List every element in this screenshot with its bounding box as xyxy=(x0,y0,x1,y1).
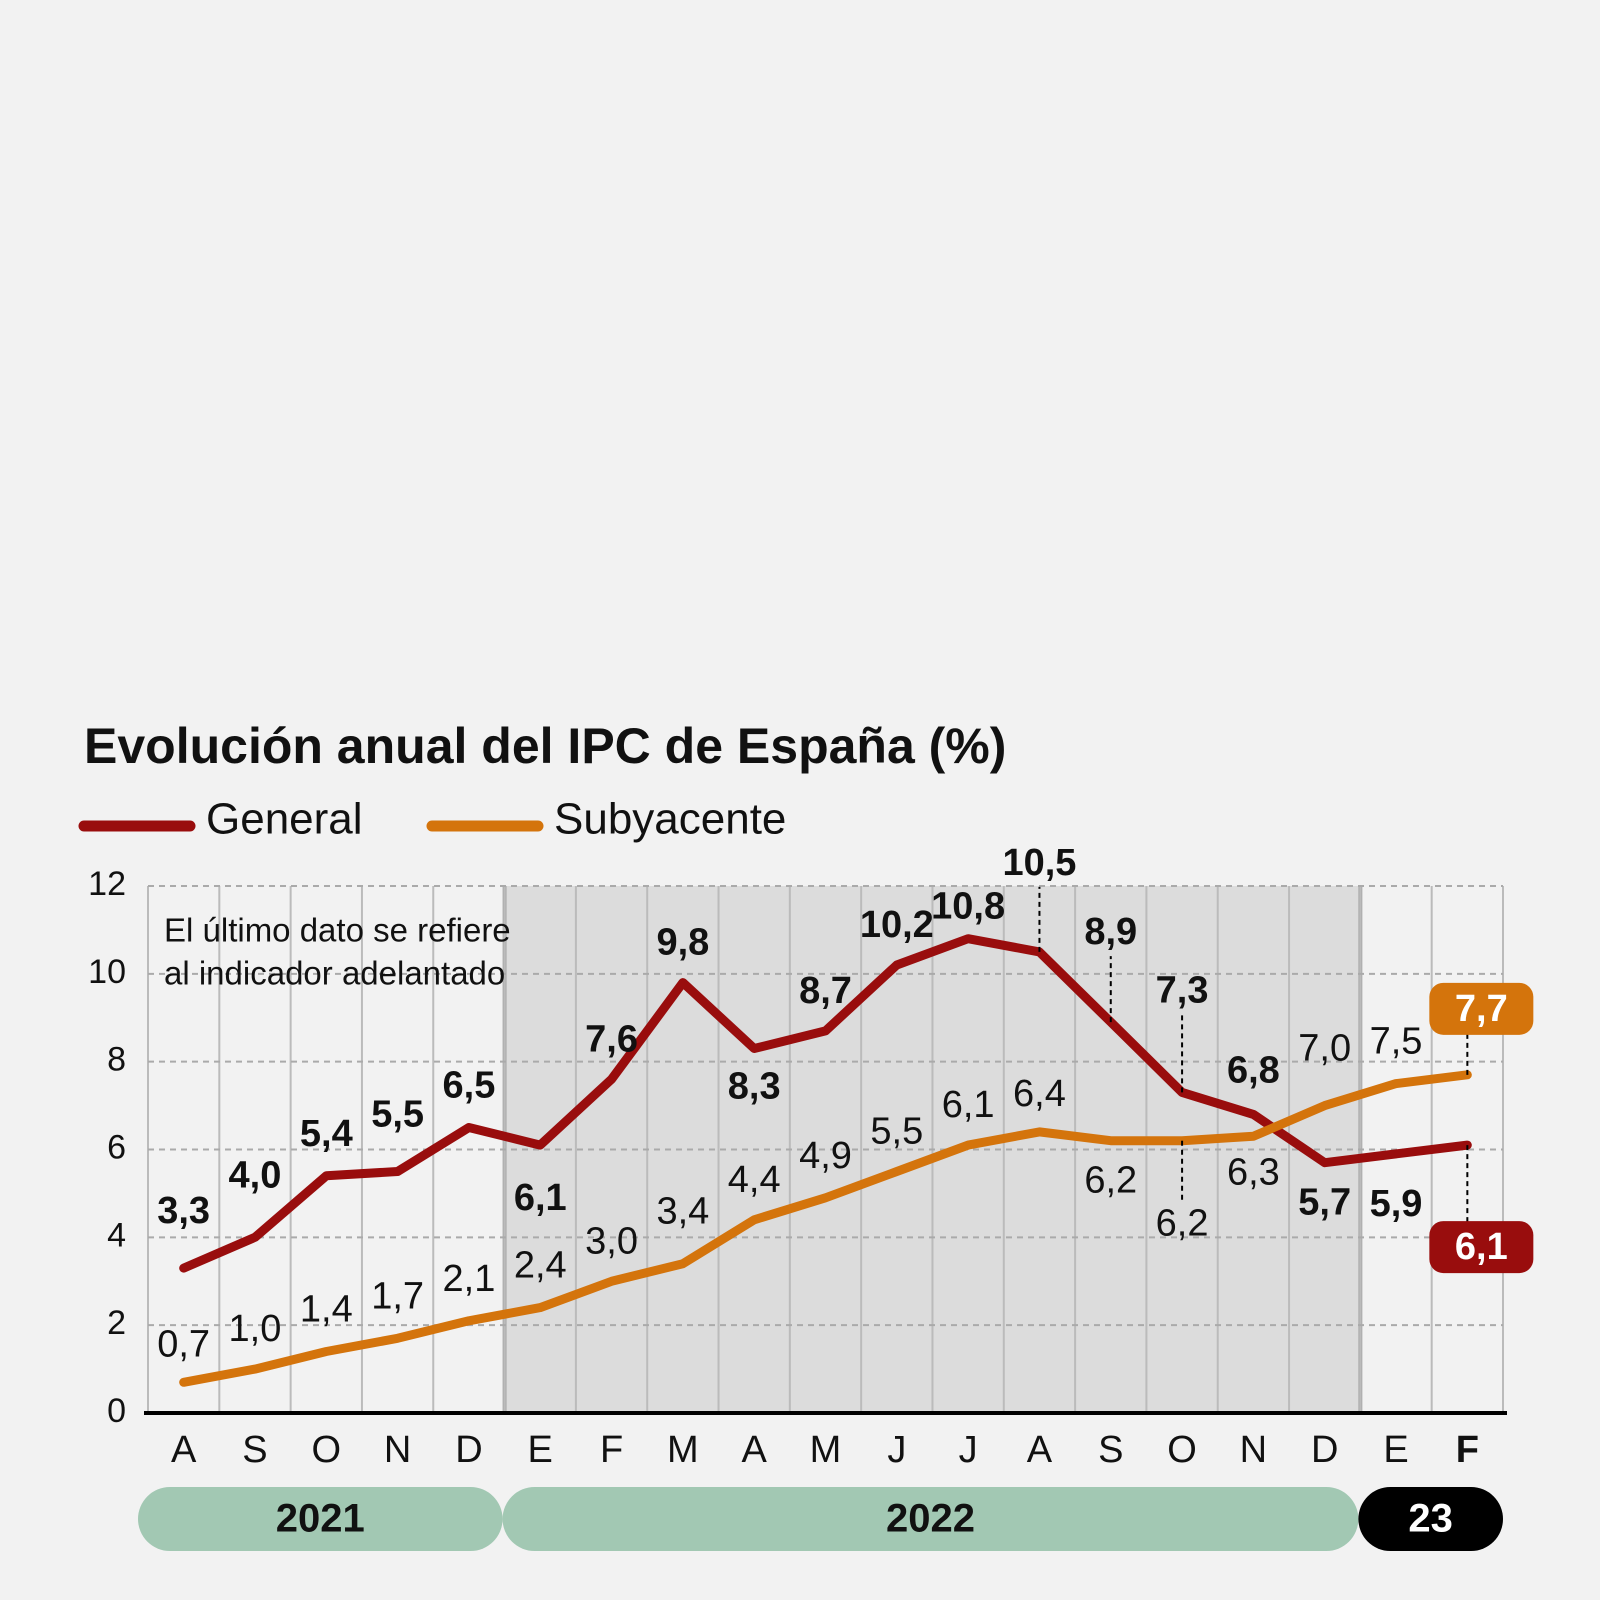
value-label: 6,1 xyxy=(1455,1226,1508,1268)
series-line xyxy=(179,934,1472,1273)
value-label: 1,7 xyxy=(371,1275,424,1317)
value-label: 0,7 xyxy=(157,1323,210,1365)
value-label: 10,2 xyxy=(860,904,934,946)
y-tick-label: 10 xyxy=(88,953,126,991)
value-label: 6,4 xyxy=(1013,1073,1066,1115)
series-line xyxy=(179,1070,1472,1387)
x-tick-label: A xyxy=(742,1429,768,1471)
x-tick-label: M xyxy=(667,1429,699,1471)
x-tick-label: D xyxy=(455,1429,482,1471)
x-tick-label: A xyxy=(1027,1429,1053,1471)
value-label: 6,5 xyxy=(443,1065,496,1107)
value-label: 8,3 xyxy=(728,1066,781,1108)
x-tick-label: J xyxy=(959,1429,978,1471)
value-label: 2,1 xyxy=(443,1258,496,1300)
year-pill xyxy=(138,1487,503,1551)
x-tick-label: M xyxy=(810,1429,842,1471)
x-tick-label: D xyxy=(1311,1429,1338,1471)
annotation: al indicador adelantado xyxy=(164,955,505,992)
value-label: 9,8 xyxy=(656,922,709,964)
value-label: 6,3 xyxy=(1227,1151,1280,1193)
value-pill xyxy=(1429,982,1534,1035)
x-tick-label: J xyxy=(887,1429,906,1471)
value-label: 6,1 xyxy=(514,1177,567,1219)
annotation: El último dato se refiere xyxy=(164,912,511,949)
year-pill xyxy=(1358,1487,1503,1551)
chart-title: Evolución anual del IPC de España (%) xyxy=(84,718,1006,774)
y-tick-label: 0 xyxy=(107,1392,126,1430)
x-tick-label: S xyxy=(1098,1429,1123,1471)
value-pill xyxy=(1429,1221,1534,1274)
legend-label: General xyxy=(206,795,363,844)
value-label: 4,0 xyxy=(229,1154,282,1196)
x-tick-label: F xyxy=(600,1429,623,1471)
x-tick-label: E xyxy=(1383,1429,1408,1471)
x-tick-label: N xyxy=(384,1429,411,1471)
year-label: 2021 xyxy=(276,1497,365,1541)
value-label: 10,5 xyxy=(1002,842,1076,884)
x-tick-label: S xyxy=(242,1429,267,1471)
value-label: 5,7 xyxy=(1298,1182,1351,1224)
value-label: 7,5 xyxy=(1370,1021,1423,1063)
value-label: 7,7 xyxy=(1455,988,1508,1030)
value-label: 7,3 xyxy=(1156,969,1209,1011)
value-label: 10,8 xyxy=(931,886,1005,928)
value-label: 3,0 xyxy=(585,1220,638,1262)
x-tick-label: F xyxy=(1456,1429,1479,1471)
y-tick-label: 2 xyxy=(107,1304,126,1342)
y-tick-label: 6 xyxy=(107,1128,126,1166)
value-label: 1,0 xyxy=(229,1308,282,1350)
year-label: 23 xyxy=(1408,1497,1453,1541)
y-tick-label: 4 xyxy=(107,1216,126,1254)
value-label: 8,9 xyxy=(1084,911,1137,953)
value-label: 6,2 xyxy=(1156,1203,1209,1245)
value-label: 5,9 xyxy=(1370,1183,1423,1225)
x-tick-label: N xyxy=(1240,1429,1267,1471)
y-tick-label: 8 xyxy=(107,1041,126,1079)
value-label: 6,1 xyxy=(942,1084,995,1126)
value-label: 5,4 xyxy=(300,1113,353,1155)
x-tick-label: E xyxy=(528,1429,553,1471)
value-label: 5,5 xyxy=(371,1093,424,1135)
value-label: 3,4 xyxy=(656,1191,709,1233)
value-label: 3,3 xyxy=(157,1190,210,1232)
value-label: 2,4 xyxy=(514,1245,567,1287)
value-label: 5,5 xyxy=(870,1110,923,1152)
year-pill xyxy=(502,1487,1359,1551)
x-tick-label: A xyxy=(171,1429,197,1471)
x-tick-label: O xyxy=(1167,1429,1197,1471)
value-label: 4,9 xyxy=(799,1135,852,1177)
value-label: 6,8 xyxy=(1227,1049,1280,1091)
value-label: 6,2 xyxy=(1084,1160,1137,1202)
value-label: 1,4 xyxy=(300,1289,353,1331)
value-label: 8,7 xyxy=(799,970,852,1012)
year-label: 2022 xyxy=(886,1497,975,1541)
x-tick-label: O xyxy=(312,1429,342,1471)
value-label: 7,6 xyxy=(585,1018,638,1060)
legend-label: Subyacente xyxy=(554,795,786,844)
value-label: 7,0 xyxy=(1298,1028,1351,1070)
y-tick-label: 12 xyxy=(88,865,126,903)
value-label: 4,4 xyxy=(728,1159,781,1201)
